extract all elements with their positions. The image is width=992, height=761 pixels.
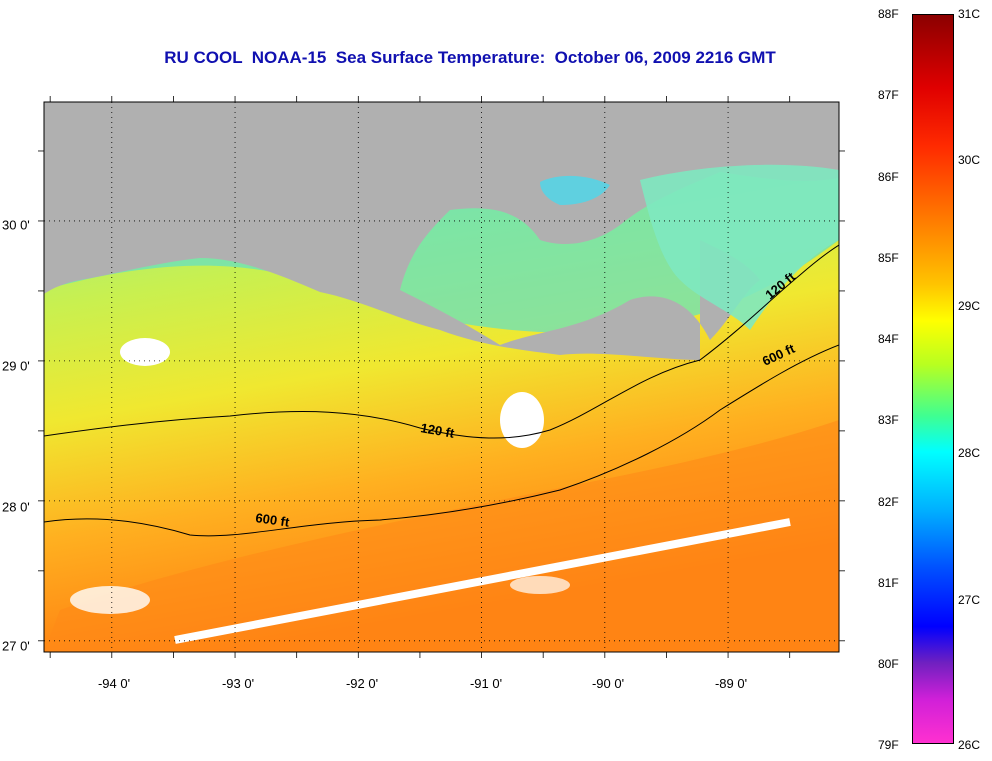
cloud-patch bbox=[500, 392, 544, 448]
map-frame bbox=[43, 101, 840, 653]
bay-water bbox=[640, 164, 839, 330]
colorbar-c-label: 29C bbox=[958, 299, 981, 313]
y-axis-label: 30 0' bbox=[2, 217, 30, 233]
colorbar-c-label: 30C bbox=[958, 153, 981, 167]
y-axis-label: 28 0' bbox=[2, 499, 30, 515]
swath-gap bbox=[174, 518, 791, 644]
island bbox=[540, 175, 610, 205]
isobath-label-600-west: 600 ft bbox=[255, 510, 291, 530]
colorbar-f-label: 79F bbox=[878, 738, 899, 752]
colorbar-f-label: 83F bbox=[878, 413, 899, 427]
y-axis-label: 27 0' bbox=[2, 638, 30, 654]
x-axis-label: -94 0' bbox=[97, 676, 131, 691]
colorbar-c-label: 26C bbox=[958, 738, 981, 752]
warm-offshore-water bbox=[44, 420, 839, 652]
x-axis-label: -92 0' bbox=[345, 676, 379, 691]
axis-ticks bbox=[38, 96, 845, 658]
cloud-patch bbox=[510, 576, 570, 594]
x-axis-label: -89 0' bbox=[714, 676, 748, 691]
isobath-600ft bbox=[44, 344, 839, 537]
isobath-120ft bbox=[44, 244, 839, 439]
colorbar-f-label: 88F bbox=[878, 7, 899, 21]
graticule bbox=[44, 102, 839, 652]
colorbar-f-label: 87F bbox=[878, 88, 899, 102]
x-axis-label: -91 0' bbox=[469, 676, 503, 691]
colorbar-f-label: 80F bbox=[878, 657, 899, 671]
colorbar-c-label: 31C bbox=[958, 7, 981, 21]
isobath-label-120-west: 120 ft bbox=[419, 420, 456, 441]
cloud-patch bbox=[120, 338, 170, 366]
colorbar-c-label: 27C bbox=[958, 593, 981, 607]
temperature-colorbar bbox=[912, 14, 954, 744]
x-axis-label: -90 0' bbox=[591, 676, 625, 691]
x-axis-label: -93 0' bbox=[221, 676, 255, 691]
colorbar-f-label: 86F bbox=[878, 170, 899, 184]
colorbar-f-label: 81F bbox=[878, 576, 899, 590]
coastline-land bbox=[44, 102, 839, 360]
cloud-patch bbox=[70, 586, 150, 614]
colorbar-c-label: 28C bbox=[958, 446, 981, 460]
map-title: RU COOL NOAA-15 Sea Surface Temperature:… bbox=[164, 48, 776, 67]
colorbar-f-label: 84F bbox=[878, 332, 899, 346]
colorbar-f-label: 85F bbox=[878, 251, 899, 265]
colorbar-f-label: 82F bbox=[878, 495, 899, 509]
y-axis-label: 29 0' bbox=[2, 358, 30, 374]
